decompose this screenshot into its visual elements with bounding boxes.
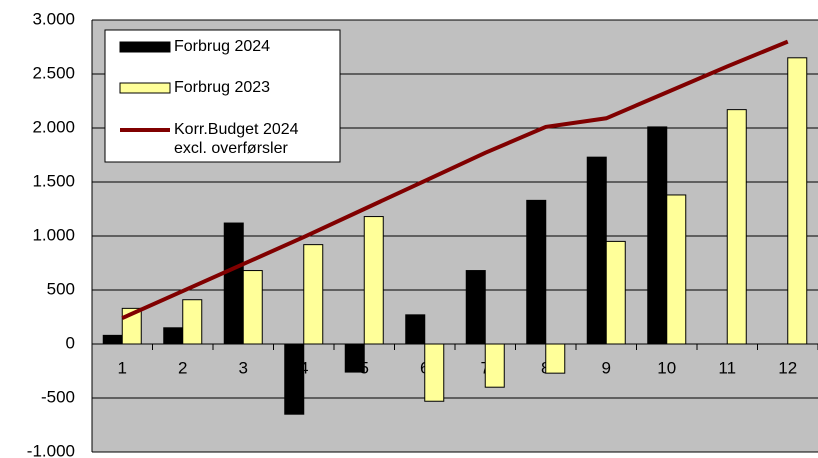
y-tick-label: 2.500 [32,63,75,82]
y-tick-label: -1.000 [27,441,75,458]
bar [787,57,808,345]
y-tick-label: 3.000 [32,9,75,28]
y-tick-label: 2.000 [32,117,75,136]
x-tick-label: 11 [718,358,736,377]
legend-label: Korr.Budget 2024 excl. overførsler [174,121,299,157]
legend-swatch [119,82,171,94]
bar [666,194,687,345]
legend-swatch [119,41,171,53]
bar [182,299,203,345]
x-tick-label: 10 [657,358,676,377]
y-tick-label: 0 [66,333,75,352]
bar [545,343,566,374]
x-tick-label: 9 [602,358,611,377]
line [121,39,789,320]
bar [647,126,668,345]
bar [424,343,445,402]
bar [586,156,607,345]
bar [465,270,486,345]
y-tick-label: 1.000 [32,225,75,244]
x-tick-label: 3 [239,358,248,377]
x-tick-label: 2 [178,358,187,377]
bar [344,343,365,373]
bar [484,343,505,388]
x-tick-label: 12 [778,358,797,377]
bar [284,343,305,415]
bar [405,314,426,345]
bar [526,199,547,345]
x-tick-label: 1 [118,358,127,377]
y-tick-label: 1.500 [32,171,75,190]
bar [303,244,324,345]
bar [102,334,123,345]
bar [363,216,384,345]
bar [242,270,263,345]
y-tick-label: -500 [41,387,75,406]
bar [163,327,184,345]
legend-label: Forbrug 2023 [174,79,270,96]
bar [726,109,747,345]
legend-label: Forbrug 2024 [174,38,270,55]
y-tick-label: 500 [47,279,75,298]
bar [605,240,626,345]
bar [223,222,244,345]
